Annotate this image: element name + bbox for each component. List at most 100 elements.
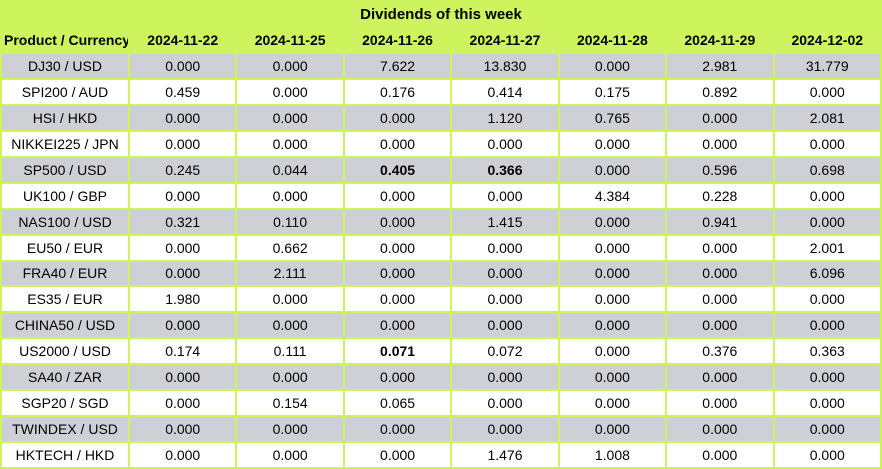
value-cell: 0.000	[235, 181, 345, 210]
value-cell: 1.980	[127, 285, 238, 314]
value-cell: 0.000	[342, 233, 453, 262]
value-cell: 0.000	[665, 389, 775, 418]
value-cell: 6.096	[772, 259, 882, 288]
value-cell: 4.384	[557, 181, 668, 210]
value-cell: 0.000	[235, 77, 345, 106]
value-cell: 0.174	[127, 337, 238, 366]
product-cell: HKTECH / HKD	[0, 441, 130, 469]
value-cell: 0.000	[342, 207, 453, 236]
value-cell: 0.000	[235, 311, 345, 340]
table-row: SA40 / ZAR 0.000 0.000 0.000 0.000 0.000…	[0, 363, 882, 392]
value-cell: 0.000	[772, 311, 882, 340]
value-cell: 0.000	[342, 415, 453, 444]
value-cell: 31.779	[772, 52, 882, 80]
value-cell: 0.000	[235, 103, 345, 132]
value-cell: 0.000	[127, 389, 238, 418]
column-header-date-7: 2024-12-02	[772, 26, 882, 54]
value-cell: 0.000	[665, 233, 775, 262]
value-cell: 0.000	[342, 181, 453, 210]
column-header-date-1: 2024-11-22	[127, 26, 238, 54]
value-cell: 0.110	[235, 207, 345, 236]
value-cell: 0.662	[235, 233, 345, 262]
table-row: FRA40 / EUR 0.000 2.111 0.000 0.000 0.00…	[0, 259, 882, 288]
value-cell: 0.000	[235, 129, 345, 158]
value-cell: 0.376	[665, 337, 775, 366]
value-cell: 0.698	[772, 155, 882, 184]
table-row: NAS100 / USD 0.321 0.110 0.000 1.415 0.0…	[0, 207, 882, 236]
value-cell: 0.000	[342, 285, 453, 314]
value-cell: 0.000	[772, 129, 882, 158]
value-cell: 0.000	[127, 415, 238, 444]
value-cell: 0.000	[450, 389, 560, 418]
value-cell: 0.000	[772, 415, 882, 444]
product-cell: UK100 / GBP	[0, 181, 130, 210]
value-cell: 0.000	[235, 441, 345, 469]
value-cell: 0.000	[127, 363, 238, 392]
value-cell: 0.000	[557, 207, 668, 236]
value-cell: 0.000	[772, 181, 882, 210]
value-cell: 0.065	[342, 389, 453, 418]
value-cell: 0.000	[235, 285, 345, 314]
product-cell: SGP20 / SGD	[0, 389, 130, 418]
column-header-date-5: 2024-11-28	[557, 26, 668, 54]
product-cell: US2000 / USD	[0, 337, 130, 366]
value-cell: 0.000	[665, 285, 775, 314]
table-row: CHINA50 / USD 0.000 0.000 0.000 0.000 0.…	[0, 311, 882, 340]
value-cell: 0.000	[665, 129, 775, 158]
product-cell: ES35 / EUR	[0, 285, 130, 314]
value-cell: 0.000	[772, 207, 882, 236]
value-cell: 0.071	[342, 337, 453, 366]
table-row: DJ30 / USD 0.000 0.000 7.622 13.830 0.00…	[0, 52, 882, 80]
value-cell: 0.000	[127, 181, 238, 210]
column-header-date-2: 2024-11-25	[235, 26, 345, 54]
table-row: EU50 / EUR 0.000 0.662 0.000 0.000 0.000…	[0, 233, 882, 262]
table-head: Dividends of this week Product / Currenc…	[0, 0, 882, 54]
value-cell: 0.000	[342, 259, 453, 288]
value-cell: 0.000	[235, 363, 345, 392]
value-cell: 0.000	[127, 311, 238, 340]
value-cell: 0.111	[235, 337, 345, 366]
value-cell: 1.415	[450, 207, 560, 236]
value-cell: 0.000	[557, 389, 668, 418]
product-cell: NAS100 / USD	[0, 207, 130, 236]
value-cell: 0.000	[127, 233, 238, 262]
value-cell: 0.765	[557, 103, 668, 132]
product-cell: SPI200 / AUD	[0, 77, 130, 106]
table-row: SPI200 / AUD 0.459 0.000 0.176 0.414 0.1…	[0, 77, 882, 106]
product-cell: FRA40 / EUR	[0, 259, 130, 288]
value-cell: 0.000	[450, 311, 560, 340]
value-cell: 0.000	[665, 415, 775, 444]
value-cell: 0.000	[450, 129, 560, 158]
value-cell: 0.245	[127, 155, 238, 184]
value-cell: 0.000	[665, 441, 775, 469]
table-row: TWINDEX / USD 0.000 0.000 0.000 0.000 0.…	[0, 415, 882, 444]
value-cell: 0.000	[450, 233, 560, 262]
value-cell: 0.154	[235, 389, 345, 418]
value-cell: 0.000	[557, 52, 668, 80]
column-header-product: Product / Currency	[0, 26, 130, 54]
value-cell: 0.363	[772, 337, 882, 366]
value-cell: 0.000	[557, 259, 668, 288]
page-title: Dividends of this week	[0, 0, 882, 28]
value-cell: 0.892	[665, 77, 775, 106]
value-cell: 0.228	[665, 181, 775, 210]
value-cell: 0.044	[235, 155, 345, 184]
value-cell: 0.000	[127, 52, 238, 80]
product-cell: SP500 / USD	[0, 155, 130, 184]
value-cell: 0.000	[557, 415, 668, 444]
value-cell: 0.000	[772, 363, 882, 392]
value-cell: 0.000	[342, 441, 453, 469]
value-cell: 0.596	[665, 155, 775, 184]
value-cell: 2.001	[772, 233, 882, 262]
product-cell: HSI / HKD	[0, 103, 130, 132]
value-cell: 0.941	[665, 207, 775, 236]
value-cell: 0.000	[557, 337, 668, 366]
table-row: US2000 / USD 0.174 0.111 0.071 0.072 0.0…	[0, 337, 882, 366]
value-cell: 0.000	[557, 285, 668, 314]
value-cell: 7.622	[342, 52, 453, 80]
table-row: ES35 / EUR 1.980 0.000 0.000 0.000 0.000…	[0, 285, 882, 314]
value-cell: 0.000	[665, 311, 775, 340]
value-cell: 0.000	[127, 441, 238, 469]
value-cell: 0.000	[450, 285, 560, 314]
